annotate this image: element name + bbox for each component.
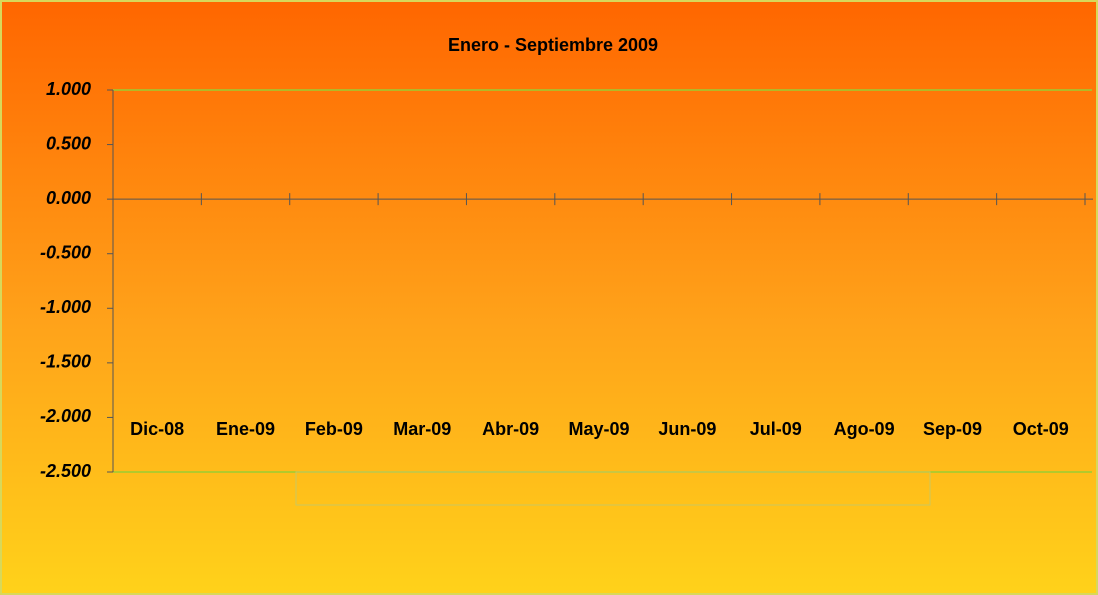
x-tick-label: Ago-09 bbox=[834, 419, 895, 439]
y-tick-label: 0.000 bbox=[46, 188, 91, 208]
x-tick-label: Abr-09 bbox=[482, 419, 539, 439]
x-tick-label: Dic-08 bbox=[130, 419, 184, 439]
x-tick-label: Ene-09 bbox=[216, 419, 275, 439]
y-tick-label: -0.500 bbox=[40, 242, 91, 262]
y-tick-label: -1.000 bbox=[40, 297, 91, 317]
y-tick-label: -1.500 bbox=[40, 352, 91, 372]
x-tick-label: Feb-09 bbox=[305, 419, 363, 439]
chart-title: Enero - Septiembre 2009 bbox=[448, 35, 658, 55]
legend-box bbox=[295, 471, 931, 506]
y-tick-label: 0.500 bbox=[46, 133, 91, 153]
x-tick-label: Sep-09 bbox=[923, 419, 982, 439]
y-tick-label: 1.000 bbox=[46, 79, 91, 99]
x-tick-label: Jun-09 bbox=[658, 419, 716, 439]
x-tick-label: May-09 bbox=[568, 419, 629, 439]
x-tick-label: Mar-09 bbox=[393, 419, 451, 439]
y-tick-label: -2.500 bbox=[40, 461, 91, 481]
x-tick-label: Oct-09 bbox=[1013, 419, 1069, 439]
y-tick-label: -2.000 bbox=[40, 406, 91, 426]
x-tick-label: Jul-09 bbox=[750, 419, 802, 439]
